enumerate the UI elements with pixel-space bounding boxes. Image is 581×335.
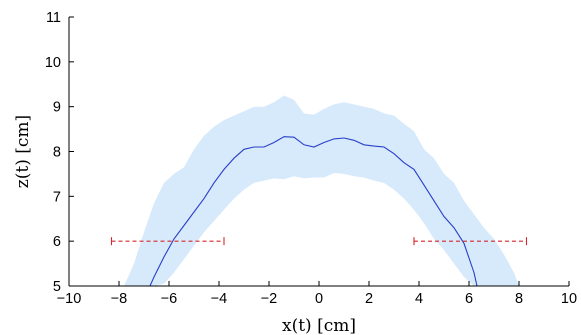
y-tick-label: 7 <box>53 189 61 205</box>
x-tick-label: −2 <box>261 291 278 307</box>
x-tick-label: 6 <box>465 291 473 307</box>
y-tick-label: 9 <box>53 100 61 116</box>
x-tick-label: 0 <box>315 291 323 307</box>
y-tick-label: 5 <box>53 279 61 295</box>
x-tick-label: 10 <box>561 291 577 307</box>
y-tick-label: 11 <box>46 10 61 26</box>
x-tick-label: −10 <box>57 291 82 307</box>
x-axis-title: x(t) [cm] <box>282 316 356 335</box>
x-tick-label: 8 <box>515 291 523 307</box>
y-axis-title: z(t) [cm] <box>13 115 33 188</box>
confidence-band <box>124 95 519 286</box>
y-tick-label: 6 <box>53 234 61 250</box>
y-tick-label: 8 <box>53 145 61 161</box>
error-bar-1 <box>110 237 225 246</box>
x-tick-label: −8 <box>111 291 128 307</box>
trajectory-line <box>149 136 478 286</box>
x-tick-label: 4 <box>415 291 423 307</box>
plot-area <box>110 95 528 286</box>
axes: −10 −8 −6 −4 −2 0 2 4 6 8 10 5 6 7 8 9 10 11 <box>45 10 577 307</box>
error-bar-2 <box>413 237 528 246</box>
x-tick-label: −4 <box>211 291 228 307</box>
y-tick-label: 10 <box>45 55 61 71</box>
x-tick-label: −6 <box>161 291 178 307</box>
x-tick-label: 2 <box>365 291 373 307</box>
